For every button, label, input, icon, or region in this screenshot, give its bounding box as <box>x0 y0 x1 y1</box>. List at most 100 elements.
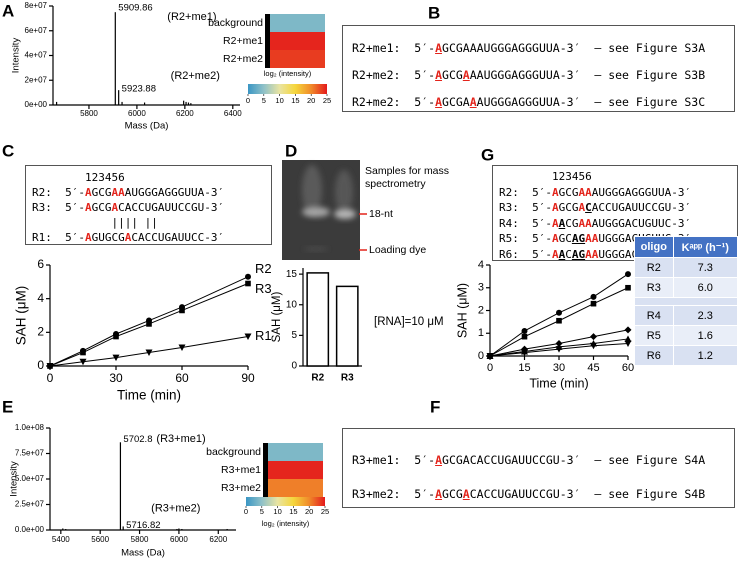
sequence-text: GUGCG <box>91 231 125 244</box>
marker <box>624 326 632 334</box>
figure-reference: – see Figure S3B <box>594 68 706 82</box>
highlighted-nucleotide: A <box>435 95 443 109</box>
heatmap-row-label: background <box>206 446 261 458</box>
oligo-name: R3+me2: <box>352 487 401 501</box>
sequence-line: R3+me2: 5′-AGCGACACCUGAUUCCGU-3′ – see Fig… <box>352 477 734 511</box>
sequence-text: GCG <box>558 201 579 214</box>
series-label: R1 <box>255 328 272 343</box>
highlighted-nucleotide: AA <box>585 232 599 245</box>
highlighted-nucleotide: AG <box>571 247 586 261</box>
colorbar-tick-label: 15 <box>289 507 297 516</box>
x-tick-label: 0 <box>47 371 54 385</box>
gel-dye <box>304 247 328 251</box>
x-axis-title: Mass (Da) <box>125 121 169 132</box>
y-tick-label: 2 <box>37 325 44 339</box>
marker <box>521 349 528 357</box>
x-tick-label: R3 <box>341 373 354 384</box>
x-tick-label: 6200 <box>209 535 227 544</box>
sequence-text: 5′- <box>414 453 436 467</box>
x-tick-label: 6200 <box>176 109 194 118</box>
y-tick-label: 4e+07 <box>25 51 48 60</box>
sequence-box: R2+me1: 5′-AGCGAAAUGGGAGGGUUA-3′ – see Fig… <box>342 25 735 112</box>
marker <box>556 309 562 316</box>
figure-reference: – see Figure S4A <box>594 453 706 467</box>
sequence-text: 5′- <box>414 487 436 501</box>
marker <box>521 333 528 340</box>
marker <box>486 353 494 360</box>
marker <box>590 293 597 300</box>
highlighted-nucleotide: A <box>558 216 566 230</box>
table-cell: 6.0 <box>672 277 739 298</box>
marker <box>179 307 185 314</box>
peak-mass-label: 5909.86 <box>118 3 152 14</box>
series-line <box>49 276 249 367</box>
highlighted-nucleotide: C <box>585 201 592 214</box>
series-line <box>49 336 249 367</box>
heatmap-cell <box>268 461 323 479</box>
sequence-text: 5′- <box>65 231 85 244</box>
sequence-text: GCG <box>91 186 112 199</box>
y-tick-label: 6e+07 <box>25 26 48 35</box>
y-tick-label: 15 <box>286 269 298 280</box>
table-cell: R6 <box>634 345 674 366</box>
marker <box>145 349 153 357</box>
colorbar-tick-label: 10 <box>273 507 281 516</box>
x-tick-label: 6000 <box>170 535 188 544</box>
highlighted-nucleotide: A <box>435 453 443 467</box>
heatmap-bar <box>263 443 268 497</box>
sequence-text: 5′- <box>532 201 552 214</box>
position-numbers: 123456 <box>551 170 592 183</box>
sequence-text: ACCUGAUUCCGU-3′ <box>591 201 692 214</box>
colorbar-tick-label: 5 <box>260 507 264 516</box>
sequence-text: 5′- <box>532 185 552 199</box>
peak-species-label: (R2+me1) <box>167 11 216 23</box>
bar <box>306 272 330 367</box>
oligo-name: R5: <box>499 232 519 245</box>
oligo-name: R2+me1: <box>352 41 401 55</box>
sequence-text: C <box>565 247 572 261</box>
y-tick-label: 1.0e+08 <box>15 423 45 432</box>
marker <box>624 335 632 342</box>
sequence-text: AUGGGAGGGUUA-3′ <box>476 95 581 109</box>
marker <box>79 358 87 366</box>
x-tick-label: 30 <box>109 371 123 385</box>
panel-label: A <box>2 1 14 20</box>
highlighted-nucleotide: A <box>462 68 470 82</box>
gel-smear <box>302 165 322 215</box>
colorbar-tick-label: 0 <box>244 507 248 516</box>
marker <box>625 271 631 278</box>
sequence-text: AAUGGGAGGGUUA-3′ <box>469 68 581 82</box>
sequence-text: GCG <box>442 487 463 501</box>
heatmap-cell <box>270 50 325 68</box>
table-cell: 1.6 <box>672 325 739 346</box>
heatmap-cell <box>270 14 325 32</box>
heatmap-row-label: background <box>208 17 263 29</box>
heatmap-cell <box>270 32 325 50</box>
chart: 0 1 2 3 4 0 15 30 45 60 SAH (μM) Time (min) <box>455 259 634 390</box>
sequence-text: GCG <box>91 201 112 214</box>
sequence-text: GCG <box>442 68 463 82</box>
gel-band <box>302 207 330 217</box>
marker <box>80 349 86 356</box>
marker <box>624 340 632 347</box>
x-tick-label: 30 <box>553 362 565 374</box>
rate-table: oligo Kᵃᵖᵖ (h⁻¹) R2 7.3 R3 6.0 R4 2.3 R5 1.6 R6 1.2 <box>634 236 739 366</box>
oligo-name: R2: <box>32 186 52 199</box>
sequence-text: 5′- <box>532 232 552 245</box>
y-tick-label: 5.0e+07 <box>15 474 45 483</box>
highlighted-nucleotide: A <box>84 201 92 214</box>
table-cell: R2 <box>634 257 674 278</box>
marker <box>178 344 186 351</box>
sequence-line: R1: 5′-AGUGCGACACCUGAUUCC-3′ <box>32 230 271 245</box>
y-tick-label: 0 <box>478 350 484 362</box>
marker <box>590 333 597 341</box>
sequence-line: R2+me2: 5′-AGCGAAAUGGGAGGGUUA-3′ – see Fig… <box>352 62 734 89</box>
marker <box>590 300 597 307</box>
oligo-name: R2: <box>499 185 519 199</box>
colorbar-tick-label: 0 <box>246 96 250 105</box>
oligo-name: R3+me1: <box>352 453 401 467</box>
figure-reference: – see Figure S3A <box>594 41 706 55</box>
